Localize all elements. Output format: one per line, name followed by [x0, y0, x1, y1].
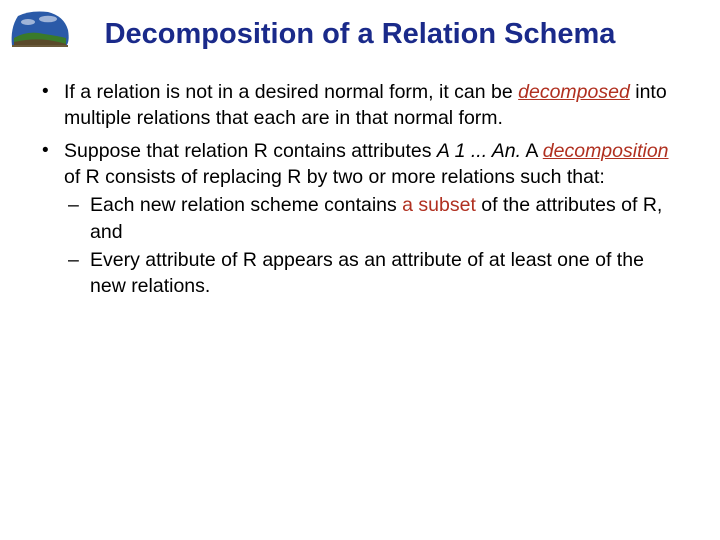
bullet-item: If a relation is not in a desired normal… [40, 79, 672, 132]
slide-title: Decomposition of a Relation Schema [0, 0, 720, 79]
text-run: Each new relation scheme contains [90, 194, 402, 216]
text-run: If a relation is not in a desired normal… [64, 81, 518, 103]
text-run: Every attribute of R appears as an attri… [90, 249, 644, 297]
text-run: decomposed [518, 81, 630, 103]
slide-body: If a relation is not in a desired normal… [0, 79, 720, 300]
text-run: A [521, 140, 543, 162]
bullet-item: Suppose that relation R contains attribu… [40, 138, 672, 300]
text-run: a subset [402, 194, 476, 216]
sub-bullet-list: Each new relation scheme contains a subs… [64, 192, 672, 299]
sub-bullet-item: Each new relation scheme contains a subs… [64, 192, 672, 245]
text-run: of R consists of replacing R by two or m… [64, 166, 605, 188]
globe-logo [8, 8, 72, 50]
sub-bullet-item: Every attribute of R appears as an attri… [64, 247, 672, 300]
text-run: decomposition [543, 140, 669, 162]
text-run: Suppose that relation R contains attribu… [64, 140, 437, 162]
text-run: A 1 ... An. [437, 140, 521, 162]
